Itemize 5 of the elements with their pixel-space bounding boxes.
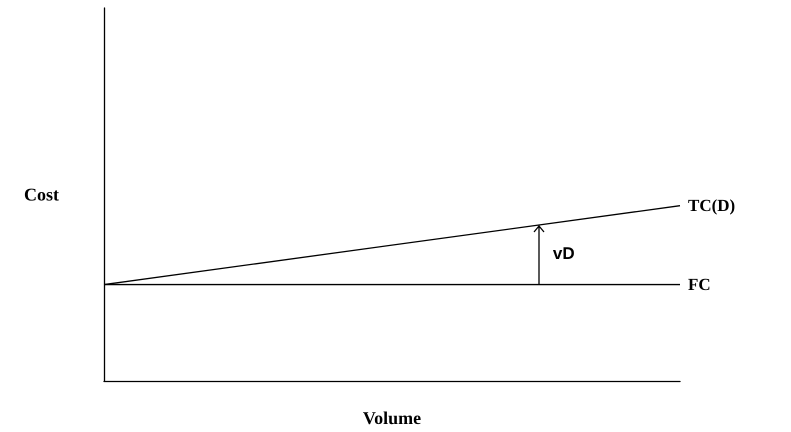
series-label: TC(D) <box>688 196 736 216</box>
x-axis-title: Volume <box>362 408 422 428</box>
y-axis-title: Cost <box>24 184 60 204</box>
annotation: vD <box>552 244 575 263</box>
series-label: FC <box>688 275 711 294</box>
